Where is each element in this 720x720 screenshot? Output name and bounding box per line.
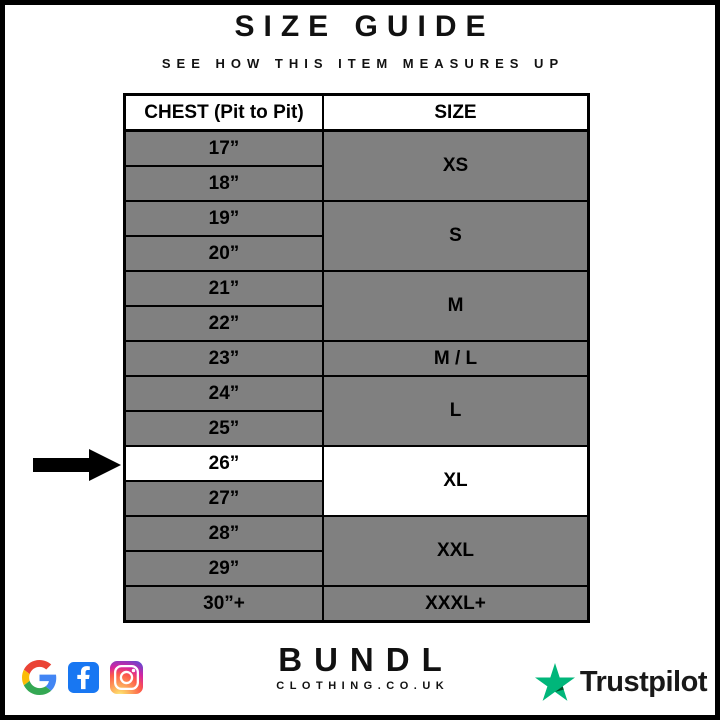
size-cell: L [322,375,590,447]
page-title: SIZE GUIDE [234,10,495,43]
measurement-cell: 29” [123,550,324,587]
measurement-cell: 20” [123,235,324,272]
table-row: 25” [123,410,589,447]
size-cell: M / L [322,340,590,377]
table-row: 27” [123,480,589,517]
trustpilot-label: Trustpilot [579,665,708,698]
measurement-cell: 23” [123,340,324,377]
page-subtitle: SEE HOW THIS ITEM MEASURES UP [161,56,565,71]
table-row: 19” S [123,200,590,272]
table-row: 30”+ XXXL+ [123,585,590,623]
table-header-row: CHEST (Pit to Pit) SIZE [123,93,590,132]
measurement-cell: 24” [123,375,324,412]
size-cell: S [322,200,590,272]
facebook-icon [68,662,99,693]
table-row: 18” [123,165,589,202]
measurement-cell: 27” [123,480,324,517]
size-cell: XXXL+ [322,585,590,623]
size-column-header: SIZE [322,93,590,132]
table-row: 24” L [123,375,590,447]
table-row: 21” M [123,270,590,342]
table-row: 28” XXL [123,515,590,587]
measurement-cell: 28” [123,515,324,552]
trustpilot-logo: Trustpilot [534,663,708,701]
brand-domain: CLOTHING.CO.UK [276,679,450,692]
size-cell: XS [322,129,590,202]
instagram-icon [110,661,143,694]
size-table: CHEST (Pit to Pit) SIZE 17” XS 18” 19” S… [123,93,590,623]
measurement-cell: 25” [123,410,324,447]
brand-logo: BUNDL CLOTHING.CO.UK [0,641,720,692]
measurement-cell: 22” [123,305,324,342]
google-icon [22,660,57,695]
chest-column-header: CHEST (Pit to Pit) [123,93,324,132]
measurement-cell: 18” [123,165,324,202]
table-row: 17” XS [123,129,590,202]
table-row: 23” M / L [123,340,590,377]
measurement-cell: 19” [123,200,324,237]
measurement-cell: 30”+ [123,585,324,623]
trustpilot-star-icon [534,663,575,701]
size-cell: XXL [322,515,590,587]
table-row-highlighted: 26” XL [123,445,590,517]
table-row: 29” [123,550,589,587]
size-cell-highlighted: XL [322,445,590,517]
measurement-cell: 21” [123,270,324,307]
measurement-cell: 17” [123,129,324,167]
social-icons [22,660,143,695]
table-row: 20” [123,235,589,272]
brand-name: BUNDL [278,641,454,678]
table-row: 22” [123,305,589,342]
highlight-arrow-icon [33,449,121,481]
measurement-cell-highlighted: 26” [123,445,324,482]
size-cell: M [322,270,590,342]
